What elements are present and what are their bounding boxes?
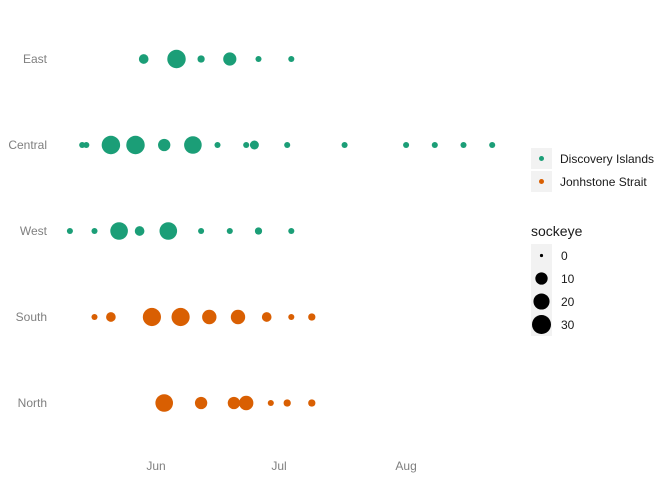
data-point-discovery-islands-central-17 <box>403 141 410 149</box>
data-point-jonhstone-strait-south-2 <box>142 307 161 327</box>
data-point-discovery-islands-east-5 <box>288 55 295 63</box>
data-point-discovery-islands-central-19 <box>460 141 467 149</box>
data-point-jonhstone-strait-south-3 <box>171 307 190 327</box>
data-point-jonhstone-strait-south-4 <box>202 309 217 325</box>
y-tick-label-north: North <box>18 396 47 410</box>
data-point-jonhstone-strait-north-15 <box>308 399 316 407</box>
color-legend-label-discovery-islands: Discovery Islands <box>560 152 654 166</box>
data-point-discovery-islands-central-14 <box>249 140 259 150</box>
data-point-jonhstone-strait-north-11 <box>227 396 241 410</box>
data-point-discovery-islands-west-22 <box>91 227 98 235</box>
y-tick-label-south: South <box>16 310 47 324</box>
size-legend-key-30 <box>532 315 551 334</box>
data-point-jonhstone-strait-north-13 <box>267 399 274 407</box>
data-point-jonhstone-strait-south-7 <box>288 313 295 321</box>
data-point-discovery-islands-east-4 <box>255 55 262 63</box>
data-point-discovery-islands-west-28 <box>254 227 263 235</box>
data-point-discovery-islands-east-0 <box>138 54 149 64</box>
data-point-discovery-islands-central-18 <box>431 141 438 149</box>
y-tick-label-central: Central <box>8 138 47 152</box>
size-legend-key-10 <box>535 272 548 285</box>
data-point-discovery-islands-west-21 <box>66 227 73 235</box>
data-point-jonhstone-strait-south-5 <box>230 309 246 325</box>
data-point-discovery-islands-east-3 <box>223 52 237 66</box>
data-point-discovery-islands-west-25 <box>159 222 178 240</box>
data-point-jonhstone-strait-north-12 <box>239 395 254 411</box>
size-legend-title: sockeye <box>531 223 583 239</box>
data-point-discovery-islands-central-20 <box>489 141 496 149</box>
data-point-jonhstone-strait-north-10 <box>194 396 208 410</box>
data-point-discovery-islands-west-24 <box>134 226 145 236</box>
data-point-discovery-islands-central-16 <box>341 141 348 149</box>
data-point-discovery-islands-west-27 <box>226 227 233 235</box>
data-point-jonhstone-strait-south-8 <box>308 313 316 321</box>
size-legend-label-30: 30 <box>561 318 575 332</box>
data-points <box>66 49 496 412</box>
data-point-jonhstone-strait-south-6 <box>261 312 272 322</box>
color-legend-key-discovery-islands <box>539 156 544 161</box>
color-legend-key-jonhstone-strait <box>539 179 544 184</box>
data-point-jonhstone-strait-south-0 <box>91 313 98 321</box>
data-point-discovery-islands-east-2 <box>197 55 205 63</box>
x-tick-label-jun: Jun <box>146 459 165 473</box>
data-point-jonhstone-strait-south-1 <box>106 312 116 322</box>
data-point-jonhstone-strait-north-14 <box>283 399 291 407</box>
data-point-discovery-islands-central-15 <box>284 141 291 149</box>
data-point-discovery-islands-central-9 <box>126 135 145 155</box>
data-point-discovery-islands-west-26 <box>198 227 205 235</box>
size-legend-label-0: 0 <box>561 249 568 263</box>
size-legend-label-10: 10 <box>561 272 575 286</box>
data-point-discovery-islands-central-8 <box>101 135 121 155</box>
size-legend-key-20 <box>533 293 550 310</box>
x-tick-label-aug: Aug <box>395 459 416 473</box>
data-point-discovery-islands-central-7 <box>83 141 90 149</box>
x-axis-tick-labels: Jun Jul Aug <box>146 459 416 473</box>
size-legend: sockeye 0 10 20 30 <box>531 223 583 336</box>
data-point-discovery-islands-central-11 <box>184 136 202 154</box>
size-legend-key-0 <box>539 253 544 258</box>
y-tick-label-east: East <box>23 52 48 66</box>
data-point-discovery-islands-central-10 <box>158 138 171 152</box>
color-legend: Discovery Islands Jonhstone Strait <box>531 148 654 192</box>
data-point-jonhstone-strait-north-9 <box>155 394 174 412</box>
size-legend-label-20: 20 <box>561 295 575 309</box>
y-tick-label-west: West <box>20 224 48 238</box>
data-point-discovery-islands-central-12 <box>214 141 221 149</box>
data-point-discovery-islands-east-1 <box>167 49 186 69</box>
y-axis-tick-labels: North South West Central East <box>8 52 47 410</box>
x-tick-label-jul: Jul <box>271 459 286 473</box>
color-legend-label-jonhstone-strait: Jonhstone Strait <box>560 175 647 189</box>
data-point-discovery-islands-central-13 <box>243 141 250 149</box>
data-point-discovery-islands-west-23 <box>110 222 128 240</box>
data-point-discovery-islands-west-29 <box>288 227 295 235</box>
